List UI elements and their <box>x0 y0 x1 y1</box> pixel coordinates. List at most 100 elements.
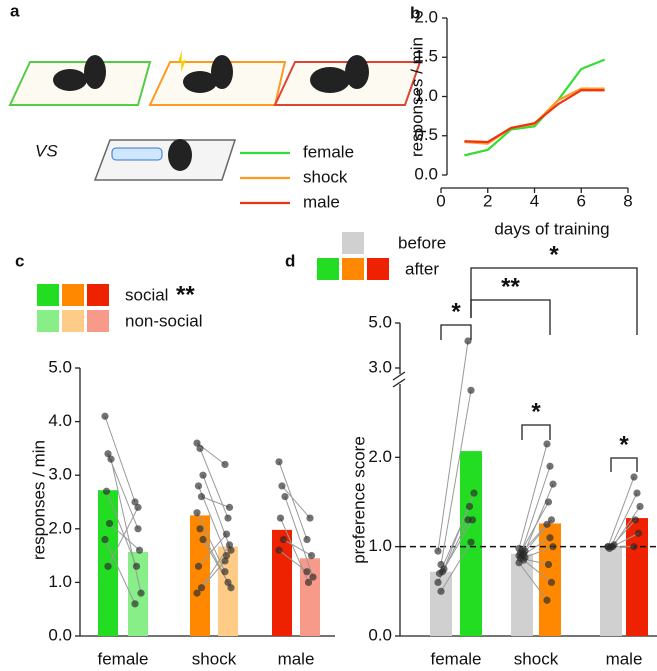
data-point <box>224 578 232 587</box>
pair-line <box>278 461 308 540</box>
data-point <box>197 493 206 501</box>
y-tick-label: 1.0 <box>414 86 438 105</box>
data-point <box>549 480 557 488</box>
x-axis-label: days of training <box>494 219 609 238</box>
data-point <box>437 587 445 595</box>
legend-swatch <box>342 232 364 254</box>
data-point <box>544 498 553 506</box>
data-point <box>134 503 142 511</box>
data-point <box>275 546 283 554</box>
data-point <box>281 493 289 501</box>
y-tick-label: 5.0 <box>368 312 392 331</box>
data-point <box>631 516 640 524</box>
data-point <box>135 546 144 554</box>
legend-swatch <box>62 310 84 332</box>
legend-label: male <box>303 192 340 211</box>
data-point <box>194 562 203 570</box>
data-point <box>464 337 472 345</box>
x-tick-label: 2 <box>483 191 492 210</box>
data-point <box>221 557 229 565</box>
legend-swatch <box>87 284 109 306</box>
data-point <box>224 514 232 522</box>
x-tick-label: female <box>97 649 148 668</box>
y-tick-label: 2.0 <box>414 7 438 26</box>
legend-swatch <box>87 310 109 332</box>
x-tick-label: shock <box>514 649 559 668</box>
legend-label: before <box>398 233 446 252</box>
x-tick-label: male <box>278 649 315 668</box>
significance-label: * <box>549 241 559 268</box>
data-point <box>194 482 203 490</box>
pair-line <box>110 459 142 594</box>
bar <box>430 571 452 636</box>
y-tick-label: 0.0 <box>368 625 392 644</box>
pair-line <box>104 416 136 503</box>
data-point <box>303 535 311 544</box>
pair-line <box>518 562 548 601</box>
legend-swatch <box>342 258 364 280</box>
data-point <box>467 538 475 546</box>
y-tick-label: 0.0 <box>414 164 438 183</box>
pair-line <box>521 466 551 551</box>
y-axis-label: preference score <box>349 436 368 564</box>
pair-line <box>610 492 638 547</box>
data-point <box>309 573 317 581</box>
legend-swatch <box>317 258 339 280</box>
data-point <box>438 568 447 576</box>
data-point <box>105 519 114 528</box>
data-point <box>131 498 139 506</box>
pair-line <box>518 443 548 549</box>
significance-bracket <box>521 424 551 440</box>
data-point <box>227 584 235 592</box>
legend-swatch <box>62 284 84 306</box>
y-tick-label: 1.0 <box>368 536 392 555</box>
bar <box>190 515 210 636</box>
data-point <box>543 520 551 528</box>
data-point <box>278 482 286 490</box>
significance-bracket <box>610 457 638 472</box>
data-point <box>279 535 288 544</box>
data-point <box>464 516 472 524</box>
y-tick-label: 3.0 <box>48 465 72 484</box>
legend-swatch <box>367 258 389 280</box>
y-axis-label: responses / min <box>407 37 426 157</box>
data-point <box>101 535 109 544</box>
data-point <box>544 560 553 569</box>
data-point <box>196 525 204 533</box>
legend-swatch <box>37 310 59 332</box>
pair-line <box>198 533 227 567</box>
data-point <box>549 543 557 551</box>
data-point <box>630 543 638 551</box>
y-tick-label: 5.0 <box>48 357 72 376</box>
x-tick-label: 8 <box>623 191 632 210</box>
pair-line <box>201 496 230 508</box>
data-point <box>634 529 643 537</box>
y-tick-label: 3.0 <box>368 357 392 376</box>
significance-label: * <box>619 431 629 458</box>
data-point <box>196 444 204 452</box>
illustration <box>8 50 422 181</box>
x-tick-label: shock <box>192 649 237 668</box>
y-tick-label: 1.0 <box>48 572 72 591</box>
pair-line <box>524 546 554 558</box>
data-point <box>225 503 234 511</box>
pair-line <box>440 390 472 565</box>
data-point <box>132 562 141 570</box>
data-point <box>307 552 316 560</box>
pair-line <box>523 559 552 583</box>
data-point <box>434 578 442 587</box>
x-tick-label: 0 <box>436 191 445 210</box>
pair-line <box>278 549 308 573</box>
data-point <box>465 502 474 511</box>
x-tick-label: 4 <box>530 191 539 210</box>
data-point <box>304 578 313 587</box>
axis-break <box>392 371 406 381</box>
data-point <box>546 534 554 542</box>
data-point <box>199 535 207 544</box>
panel-letter: a <box>10 1 20 20</box>
legend-label: shock <box>303 167 348 186</box>
pair-line <box>104 539 136 605</box>
data-point <box>137 589 145 597</box>
data-point <box>470 489 478 497</box>
data-point <box>276 514 285 522</box>
